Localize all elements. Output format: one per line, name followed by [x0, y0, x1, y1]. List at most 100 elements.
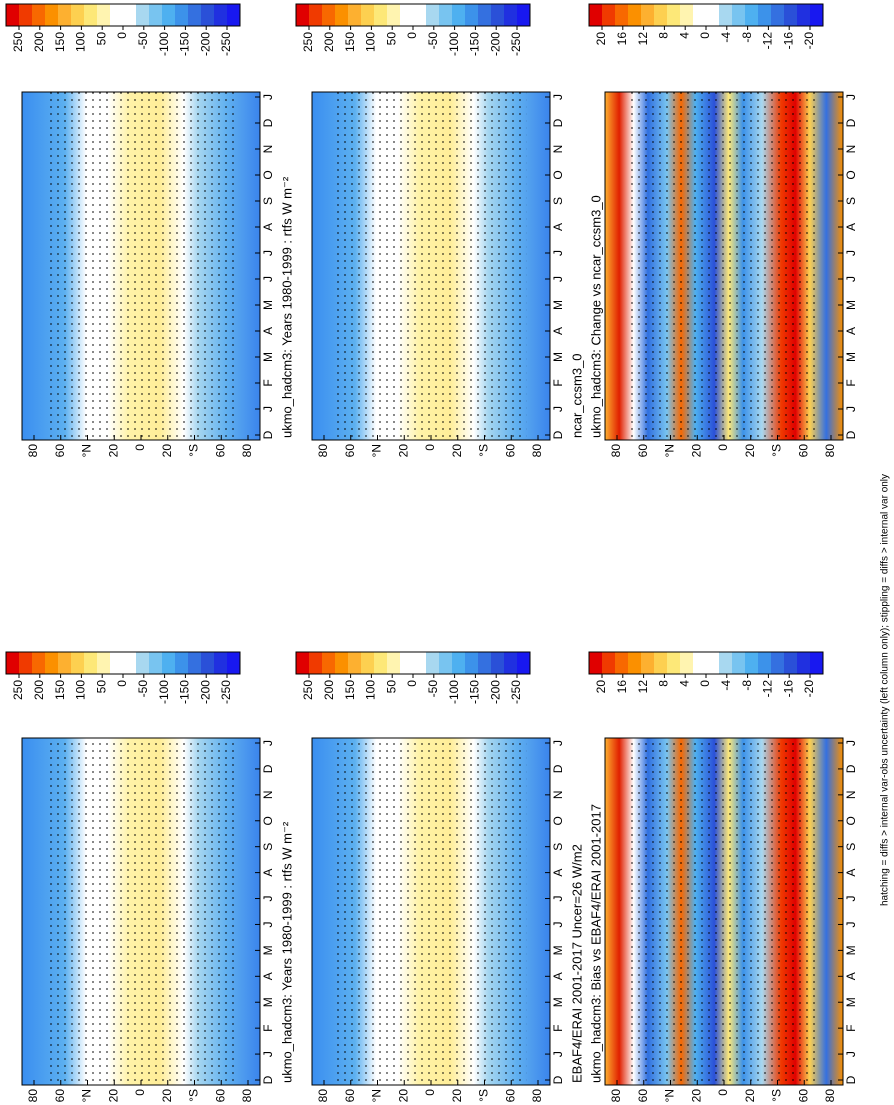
month-label: S	[261, 197, 275, 205]
month-label: D	[551, 118, 565, 127]
latitude-label: °S	[770, 1089, 784, 1102]
colorbar-label: -150	[468, 680, 482, 704]
latitude-label: 80	[823, 444, 837, 458]
month-label: F	[844, 379, 858, 386]
latitude-label: 80	[316, 1089, 330, 1103]
panel-title: ncar_ccsm3_0	[569, 353, 584, 438]
colorbar-label: -8	[740, 680, 754, 691]
colorbar-swatch	[214, 652, 228, 674]
colorbar-label: -16	[781, 32, 795, 50]
month-label: D	[261, 764, 275, 773]
colorbar-swatch	[810, 4, 824, 26]
colorbar-swatch	[602, 652, 616, 674]
colorbar-swatch	[693, 4, 707, 26]
colorbar-swatch	[491, 4, 505, 26]
month-label: M	[261, 997, 275, 1007]
stippling	[335, 92, 527, 440]
latitude-label: 80	[316, 444, 330, 458]
colorbar-swatch	[478, 4, 492, 26]
colorbar-swatch	[452, 4, 466, 26]
month-label: N	[844, 145, 858, 154]
colorbar-label: -250	[509, 680, 523, 704]
colorbar-label: -8	[740, 32, 754, 43]
latitude-label: 20	[689, 1089, 703, 1103]
month-label: M	[844, 997, 858, 1007]
colorbar-swatch	[348, 652, 362, 674]
colorbar-swatch	[387, 4, 401, 26]
month-label: J	[551, 1051, 565, 1057]
latitude-label: °N	[80, 444, 94, 457]
latitude-label: °S	[187, 1089, 201, 1102]
colorbar-swatch	[188, 4, 202, 26]
month-label: J	[261, 1051, 275, 1057]
month-label: S	[844, 197, 858, 205]
latitude-label: 20	[450, 1089, 464, 1103]
month-label: J	[551, 896, 565, 902]
panel-title: ukmo_hadcm3: Change vs ncar_ccsm3_0	[588, 195, 603, 438]
latitude-label: 80	[26, 444, 40, 458]
latitude-label: 20	[743, 444, 757, 458]
colorbar-swatch	[589, 652, 603, 674]
colorbar-swatch	[149, 652, 163, 674]
latitude-label: 80	[240, 444, 254, 458]
colorbar-label: -100	[447, 680, 461, 704]
colorbar-swatch	[615, 4, 629, 26]
colorbar-swatch	[784, 652, 798, 674]
colorbar-label: -50	[136, 32, 150, 50]
latitude-label: 60	[213, 1089, 227, 1103]
month-label: M	[844, 352, 858, 362]
colorbar-swatch	[517, 652, 531, 674]
colorbar-swatch	[110, 652, 124, 674]
colorbar-swatch	[654, 4, 668, 26]
colorbar-swatch	[465, 4, 479, 26]
colorbar-swatch	[413, 4, 427, 26]
colorbar-swatch	[136, 652, 150, 674]
colorbar-swatch	[641, 4, 655, 26]
colorbar-swatch	[214, 4, 228, 26]
month-label: D	[844, 1075, 858, 1084]
month-label: M	[551, 997, 565, 1007]
colorbar-swatch	[732, 652, 746, 674]
latitude-label: 0	[423, 444, 437, 451]
month-label: O	[551, 170, 565, 179]
latitude-label: 60	[53, 444, 67, 458]
month-label: A	[261, 223, 275, 231]
colorbar-label: 150	[53, 680, 67, 700]
colorbar-label: -200	[198, 680, 212, 704]
colorbar-label: 0	[115, 32, 129, 39]
colorbar-swatch	[32, 4, 46, 26]
colorbar-swatch	[667, 652, 681, 674]
month-label: J	[551, 406, 565, 412]
month-label: D	[844, 764, 858, 773]
colorbar-label: 250	[301, 32, 315, 52]
panel-title: ukmo_hadcm3: Bias vs EBAF4/ERAI 2001-201…	[588, 804, 603, 1083]
month-label: A	[551, 327, 565, 335]
month-label: J	[551, 250, 565, 256]
colorbar-swatch	[227, 652, 241, 674]
colorbar-label: -4	[719, 32, 733, 43]
month-label: M	[261, 352, 275, 362]
colorbar-label: 100	[364, 680, 378, 700]
colorbar-swatch	[758, 4, 772, 26]
month-label: J	[844, 94, 858, 100]
month-label: J	[261, 740, 275, 746]
colorbar-swatch	[504, 4, 518, 26]
colorbar-label: -200	[488, 680, 502, 704]
colorbar-label: -16	[781, 680, 795, 698]
colorbar-swatch	[628, 652, 642, 674]
colorbar-swatch	[227, 4, 241, 26]
colorbar-swatch	[123, 4, 137, 26]
latitude-label: 60	[213, 444, 227, 458]
colorbar-swatch	[491, 652, 505, 674]
colorbar-swatch	[6, 652, 20, 674]
month-label: F	[261, 379, 275, 386]
latitude-label: 0	[423, 1089, 437, 1096]
month-label: A	[261, 327, 275, 335]
month-label: J	[261, 94, 275, 100]
colorbar-label: 12	[636, 680, 650, 694]
month-label: M	[844, 945, 858, 955]
colorbar-label: -50	[136, 680, 150, 698]
latitude-label: 60	[53, 1089, 67, 1103]
colorbar-label: -4	[719, 680, 733, 691]
month-label: J	[844, 276, 858, 282]
